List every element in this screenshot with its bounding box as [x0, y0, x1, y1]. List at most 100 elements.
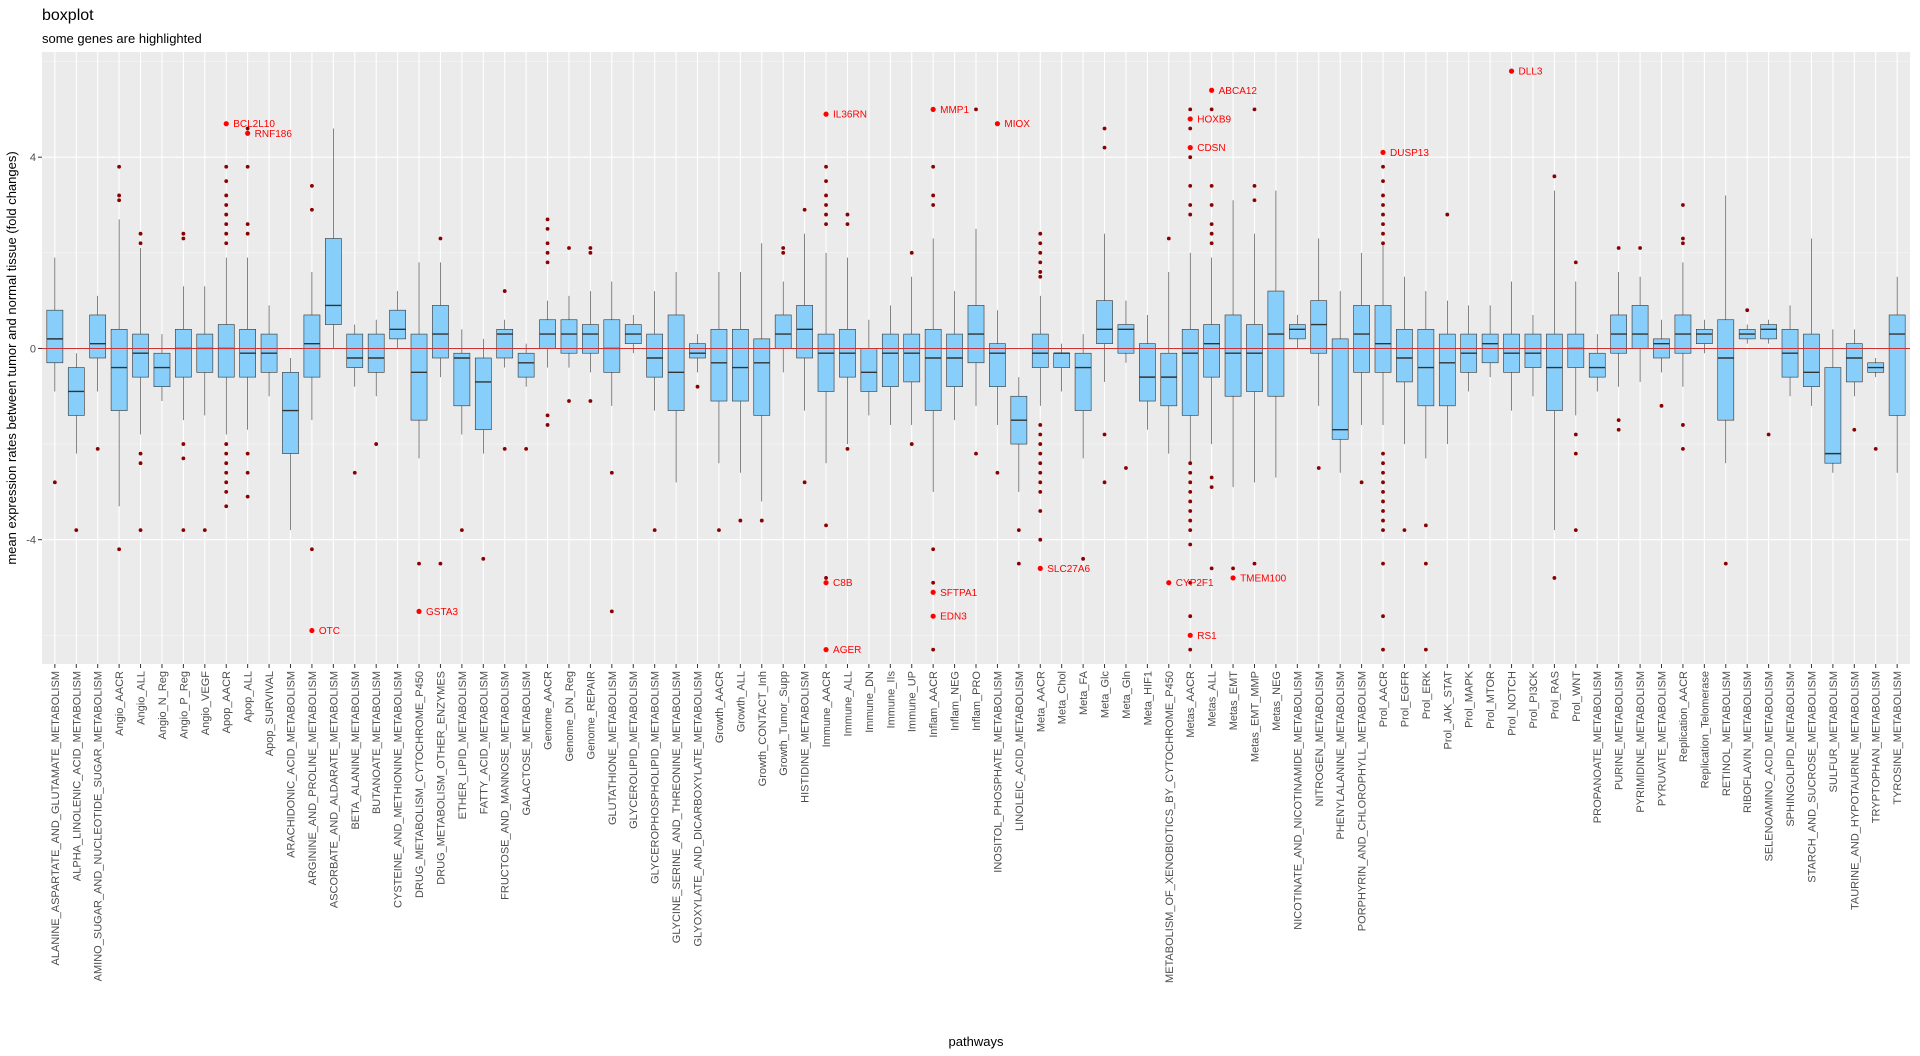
outlier-point	[1381, 193, 1385, 198]
outlier-point	[1381, 470, 1385, 475]
box-Replication_Telomerase	[1696, 319, 1713, 354]
outlier-point	[1381, 222, 1385, 227]
x-tick-label: Meta_AACR	[1035, 671, 1047, 732]
box-Angio_N_Reg	[153, 334, 171, 402]
outlier-point	[1188, 614, 1193, 619]
highlight-point	[1209, 87, 1215, 93]
box-iqr	[1824, 367, 1842, 464]
box-iqr	[1053, 352, 1071, 368]
gene-label: OTC	[319, 626, 340, 637]
outlier-point	[1188, 580, 1193, 585]
x-tick-label: Prol_AACR	[1378, 671, 1390, 727]
x-tick-label: Meta_Glc	[1100, 671, 1112, 719]
outlier-point	[1681, 423, 1685, 427]
outlier-point	[738, 518, 743, 523]
outlier-point	[1552, 174, 1557, 179]
x-tick-label: Genome_REPAIR	[585, 671, 597, 760]
box-BUTANOATE_METABOLISM	[367, 319, 385, 446]
outlier-point	[1381, 480, 1385, 485]
box-ARACHIDONIC_ACID_METABOLISM	[282, 358, 299, 531]
box-iqr	[1031, 333, 1049, 368]
outlier-point	[931, 547, 936, 552]
outlier-point	[1231, 566, 1235, 571]
y-axis-title: mean expression rates between tumor and …	[4, 151, 19, 564]
outlier-point	[1038, 480, 1043, 485]
box-Prol_NOTCH	[1503, 69, 1520, 411]
x-tick-label: Prol_NOTCH	[1507, 671, 1519, 736]
x-tick-label: Inflam_AACR	[928, 671, 940, 738]
outlier-point	[1252, 198, 1257, 203]
outlier-point	[1573, 432, 1578, 437]
outlier-point	[224, 222, 229, 227]
x-tick-label: Meta_HIF1	[1142, 671, 1154, 725]
outlier-point	[1016, 561, 1021, 566]
box-iqr	[325, 238, 342, 325]
outlier-point	[1423, 647, 1428, 652]
box-Inflam_NEG	[946, 291, 963, 421]
box-iqr	[881, 333, 899, 387]
highlight-point	[930, 589, 936, 595]
box-iqr	[1139, 343, 1156, 402]
x-tick-label: Apop_ALL	[243, 671, 255, 722]
outlier-point	[245, 222, 250, 227]
x-tick-label: Prol_MTOR	[1485, 671, 1497, 729]
box-PYRIMIDINE_METABOLISM	[1631, 246, 1649, 382]
x-tick-label: ASCORBATE_AND_ALDARATE_METABOLISM	[328, 671, 340, 908]
highlight-point	[1380, 149, 1386, 156]
box-INOSITOL_PHOSPHATE_METABOLISM	[989, 121, 1006, 475]
outlier-point	[824, 193, 828, 198]
outlier-point	[1209, 203, 1214, 207]
x-tick-label: SULFUR_METABOLISM	[1828, 671, 1840, 792]
outlier-point	[1381, 614, 1385, 619]
outlier-point	[438, 561, 443, 566]
outlier-point	[224, 480, 229, 485]
x-tick-label: Growth_ALL	[735, 671, 747, 732]
box-iqr	[217, 324, 235, 378]
box-Growth_AACR	[710, 271, 728, 533]
outlier-point	[824, 576, 828, 580]
outlier-point	[1038, 241, 1043, 246]
box-PORPHYRIN_AND_CHLOROPHYLL_METABOLISM	[1353, 252, 1370, 485]
outlier-point	[588, 399, 593, 403]
chart-subtitle: some genes are highlighted	[42, 31, 202, 46]
box-NICOTINATE_AND_NICOTINAMIDE_METABOLISM	[1288, 314, 1306, 349]
outlier-point	[138, 528, 143, 533]
box-iqr	[1396, 329, 1413, 383]
outlier-point	[652, 528, 657, 533]
outlier-point	[1766, 432, 1771, 437]
box-iqr	[1888, 314, 1906, 416]
outlier-point	[567, 399, 571, 403]
outlier-point	[224, 164, 229, 169]
outlier-point	[524, 446, 529, 451]
box-TRYPTOPHAN_METABOLISM	[1867, 358, 1885, 451]
box-Apop_ALL	[239, 126, 256, 499]
box-Genome_REPAIR	[582, 246, 599, 403]
box-Metas_EMT	[1224, 200, 1242, 571]
highlight-point	[1187, 632, 1193, 638]
box-Angio_AACR	[110, 164, 128, 552]
outlier-point	[1188, 480, 1193, 485]
box-BETA_ALANINE_METABOLISM	[346, 324, 364, 475]
box-Immune_UP	[903, 250, 921, 446]
outlier-point	[1681, 241, 1685, 246]
x-axis-title: pathways	[949, 1034, 1004, 1049]
outlier-point	[1681, 236, 1685, 241]
box-PROPANOATE_METABOLISM	[1588, 334, 1606, 392]
x-axis: ALANINE_ASPARTATE_AND_GLUTAMATE_METABOLI…	[50, 664, 1904, 983]
chart-title: boxplot	[42, 7, 94, 24]
x-tick-label: BUTANOATE_METABOLISM	[371, 671, 383, 814]
box-iqr	[1760, 324, 1777, 340]
x-tick-label: Angio_P_Reg	[178, 671, 190, 739]
outlier-point	[52, 480, 57, 485]
outlier-point	[1038, 270, 1043, 274]
box-iqr	[1117, 324, 1135, 354]
outlier-point	[1209, 475, 1214, 480]
x-tick-label: AMINO_SUGAR_AND_NUCLEOTIDE_SUGAR_METABOL…	[93, 671, 105, 981]
outlier-point	[931, 647, 936, 652]
box-iqr	[367, 333, 385, 373]
box-Meta_Gln	[1117, 300, 1135, 470]
outlier-point	[224, 241, 229, 246]
outlier-point	[1445, 212, 1450, 217]
outlier-point	[1188, 542, 1193, 547]
box-Meta_FA	[1074, 334, 1092, 561]
